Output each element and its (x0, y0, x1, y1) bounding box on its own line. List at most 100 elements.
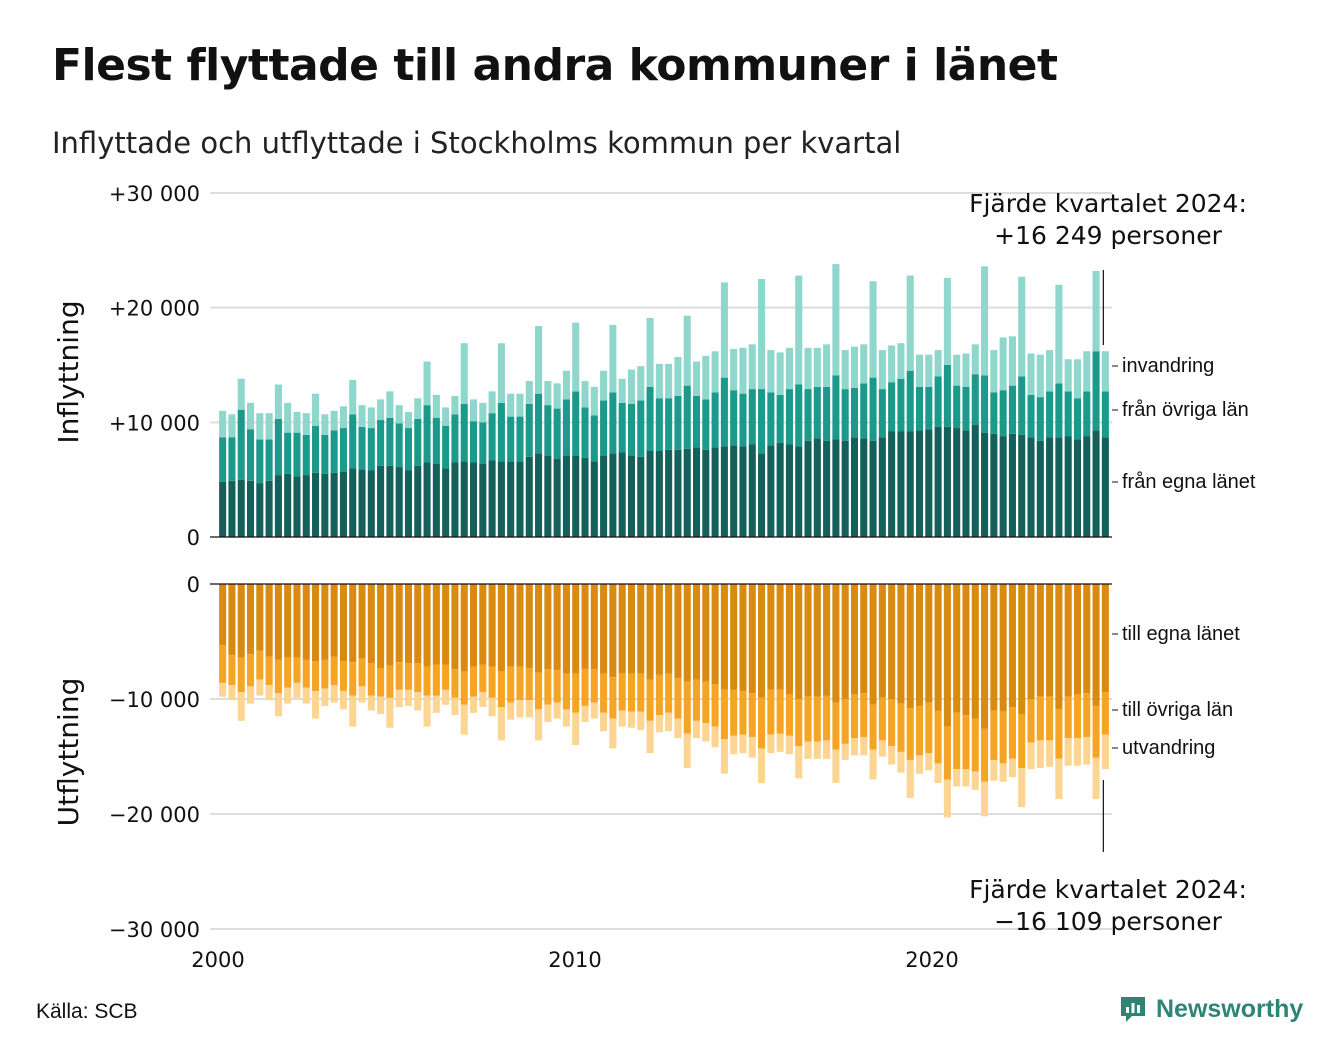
bar-out-1 (850, 584, 859, 695)
bar-in-1 (1036, 440, 1044, 537)
bar-in-1 (999, 436, 1007, 537)
bar-out-2 (414, 663, 422, 693)
bar-in-2 (562, 399, 570, 456)
bar-in-2 (460, 403, 468, 462)
bar-out-3 (488, 697, 496, 717)
bar-in-1 (962, 430, 970, 537)
bar-out-1 (990, 584, 998, 711)
segment-label-out: till egna länet (1122, 623, 1240, 645)
bar-out-2 (321, 659, 329, 689)
bar-out-2 (665, 673, 673, 713)
bar-out-3 (274, 693, 282, 717)
bar-out-1 (246, 584, 255, 655)
bar-out-1 (711, 584, 719, 685)
bar-out-3 (878, 740, 886, 757)
bar-in-2 (535, 393, 543, 454)
bar-in-2 (1055, 383, 1063, 438)
bar-out-1 (813, 584, 821, 697)
bar-in-1 (1073, 439, 1082, 537)
bar-out-3 (535, 709, 543, 741)
bar-out-2 (386, 665, 394, 698)
bar-in-3 (627, 369, 636, 404)
segment-label-in: från övriga län (1122, 399, 1249, 421)
bar-in-1 (349, 468, 357, 537)
bar-out-2 (823, 695, 831, 741)
bar-in-2 (730, 390, 738, 446)
bar-in-2 (637, 400, 645, 457)
bar-out-3 (711, 726, 719, 748)
bar-in-1 (284, 473, 292, 537)
bar-in-2 (497, 402, 505, 462)
bar-out-1 (878, 584, 886, 698)
bar-out-1 (497, 584, 505, 672)
bar-in-3 (460, 343, 468, 404)
bar-out-1 (367, 584, 375, 664)
bar-out-3 (990, 759, 998, 781)
bar-out-1 (1101, 584, 1109, 693)
bar-out-3 (971, 771, 979, 790)
bar-in-1 (915, 430, 924, 537)
bar-out-1 (869, 584, 877, 705)
bar-in-3 (934, 350, 942, 377)
bar-in-3 (795, 275, 803, 385)
bar-out-3 (321, 688, 329, 706)
bar-out-2 (460, 671, 468, 705)
bar-out-1 (943, 584, 951, 727)
bar-in-3 (915, 354, 924, 387)
bar-out-1 (702, 584, 710, 682)
bar-in-3 (999, 337, 1007, 391)
bar-out-3 (813, 741, 821, 759)
bar-in-2 (804, 389, 812, 441)
bar-in-3 (1027, 353, 1035, 395)
bar-in-2 (850, 387, 859, 438)
bar-in-2 (1036, 397, 1044, 441)
bar-out-3 (1008, 758, 1016, 778)
bar-out-1 (925, 584, 933, 703)
bar-in-1 (934, 426, 942, 537)
bar-in-3 (321, 414, 329, 435)
bar-in-3 (990, 350, 998, 393)
bar-out-2 (442, 664, 450, 690)
bar-in-2 (507, 416, 515, 462)
bar-in-2 (219, 437, 227, 482)
brand-logo: Newsworthy (1118, 994, 1303, 1024)
bar-in-2 (404, 428, 413, 471)
bar-out-1 (562, 584, 570, 674)
bar-out-2 (711, 684, 719, 727)
bar-in-2 (692, 395, 701, 448)
bar-in-1 (823, 440, 831, 537)
bar-out-3 (823, 740, 831, 759)
bar-in-1 (655, 451, 663, 537)
bar-out-1 (349, 584, 357, 663)
bar-out-3 (785, 735, 793, 755)
bar-in-2 (925, 386, 933, 430)
bar-out-2 (999, 711, 1007, 764)
segment-label-in: från egna länet (1122, 471, 1256, 493)
bar-in-3 (293, 412, 301, 433)
bar-out-3 (432, 695, 440, 713)
bar-out-3 (460, 704, 468, 735)
bar-in-2 (618, 402, 626, 453)
bar-in-2 (609, 392, 617, 454)
bar-out-2 (1101, 692, 1109, 735)
bar-in-3 (219, 410, 227, 438)
bar-in-2 (832, 375, 840, 440)
bar-in-2 (590, 415, 598, 462)
bar-in-2 (1027, 394, 1035, 438)
bar-in-2 (990, 392, 998, 434)
bar-out-2 (367, 663, 375, 696)
bar-in-3 (507, 393, 515, 417)
bar-out-1 (999, 584, 1007, 712)
bar-out-2 (525, 667, 533, 701)
bar-out-3 (284, 687, 292, 704)
bar-in-3 (265, 413, 273, 440)
bar-in-2 (758, 389, 766, 454)
bar-out-1 (553, 584, 561, 671)
bar-out-3 (1018, 768, 1026, 808)
bar-in-1 (367, 470, 375, 537)
bar-out-1 (256, 584, 264, 651)
bar-out-1 (469, 584, 478, 667)
bar-out-1 (981, 584, 989, 729)
bar-out-1 (860, 584, 868, 694)
bar-out-3 (339, 690, 347, 710)
